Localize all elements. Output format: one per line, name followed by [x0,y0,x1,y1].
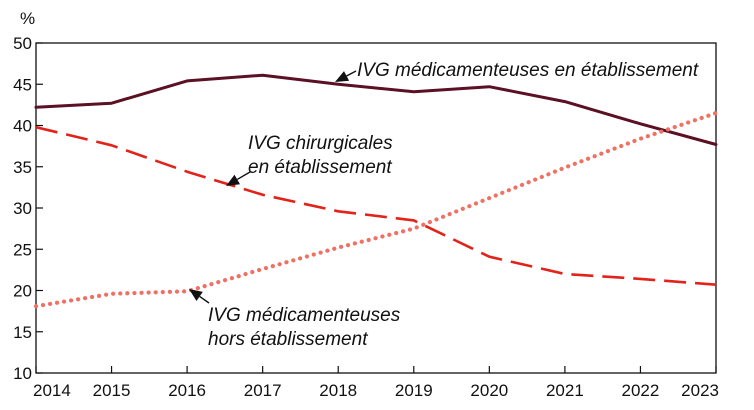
y-tick-label: 20 [13,282,32,301]
x-tick-label: 2016 [168,381,206,400]
y-tick-label: 40 [13,117,32,136]
x-axis-ticks: 2014 2015 2016 2017 2018 2019 2020 2021 2022 2023 [33,366,719,400]
annotation-arrowhead [226,174,240,186]
y-axis-ticks: 10 15 20 25 30 35 40 45 50 [13,34,43,383]
y-tick-label: 30 [13,199,32,218]
x-tick-label: 2014 [33,381,71,400]
annotation-med_etab: IVG médicamenteuses en établissement [335,60,699,82]
series-annotations: IVG médicamenteuses en établissementIVG … [189,60,699,350]
annotation-leader-line [236,171,251,181]
x-tick-label: 2023 [681,381,719,400]
x-tick-label: 2021 [546,381,584,400]
series-line-med_hors [33,111,719,309]
y-tick-label: 35 [13,158,32,177]
y-tick-label: 45 [13,75,32,94]
x-tick-label: 2017 [244,381,282,400]
x-tick-label: 2020 [470,381,508,400]
annotation-arrowhead [335,71,350,82]
y-tick-label: 25 [13,240,32,259]
x-tick-label: 2015 [93,381,131,400]
annotation-chir_etab: IVG chirurgicales en établissement [226,133,393,186]
x-tick-label: 2018 [319,381,357,400]
annotation-text: IVG médicamenteuses en établissement [357,60,699,81]
annotation-text: en établissement [248,157,392,178]
annotation-text: IVG chirurgicales [248,133,393,154]
y-tick-label: 15 [13,323,32,342]
series-line-med_etab [34,73,718,146]
y-tick-label: 10 [13,364,32,383]
series-line-chir_etab [35,125,717,286]
y-axis-unit-label: % [20,9,35,28]
x-tick-label: 2022 [622,381,660,400]
x-tick-label: 2019 [395,381,433,400]
annotation-leader-line [199,295,210,304]
annotation-arrowhead [189,289,203,301]
y-tick-label: 50 [13,34,32,53]
annotation-leader-line [346,70,357,77]
annotation-text: IVG médicamenteuses [208,305,401,326]
annotation-med_hors: IVG médicamenteuses hors établissement [189,289,401,350]
series-lines [33,73,719,309]
annotation-text: hors établissement [208,329,368,350]
